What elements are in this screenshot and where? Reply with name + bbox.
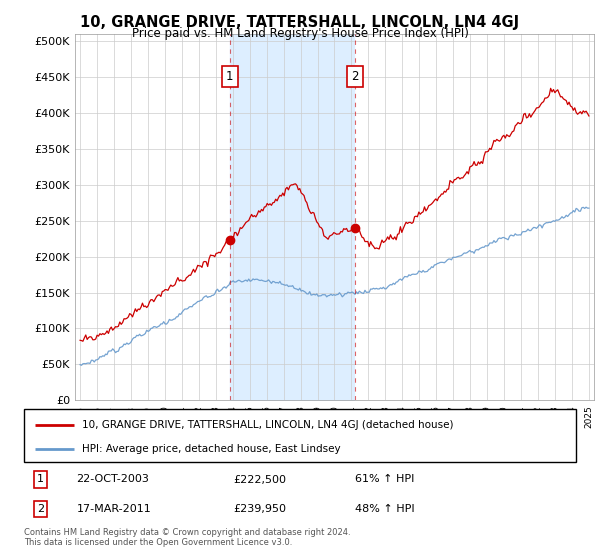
Text: 61% ↑ HPI: 61% ↑ HPI [355, 474, 415, 484]
Text: HPI: Average price, detached house, East Lindsey: HPI: Average price, detached house, East… [82, 444, 341, 454]
Text: 10, GRANGE DRIVE, TATTERSHALL, LINCOLN, LN4 4GJ (detached house): 10, GRANGE DRIVE, TATTERSHALL, LINCOLN, … [82, 420, 454, 430]
Text: 1: 1 [37, 474, 44, 484]
Text: 2: 2 [37, 504, 44, 514]
Text: Price paid vs. HM Land Registry's House Price Index (HPI): Price paid vs. HM Land Registry's House … [131, 27, 469, 40]
Text: 10, GRANGE DRIVE, TATTERSHALL, LINCOLN, LN4 4GJ: 10, GRANGE DRIVE, TATTERSHALL, LINCOLN, … [80, 15, 520, 30]
Text: 22-OCT-2003: 22-OCT-2003 [76, 474, 149, 484]
Text: Contains HM Land Registry data © Crown copyright and database right 2024.
This d: Contains HM Land Registry data © Crown c… [24, 528, 350, 547]
Text: 17-MAR-2011: 17-MAR-2011 [76, 504, 151, 514]
Text: £222,500: £222,500 [234, 474, 287, 484]
Text: £239,950: £239,950 [234, 504, 287, 514]
Text: 1: 1 [226, 70, 233, 83]
Text: 48% ↑ HPI: 48% ↑ HPI [355, 504, 415, 514]
Text: 2: 2 [351, 70, 359, 83]
